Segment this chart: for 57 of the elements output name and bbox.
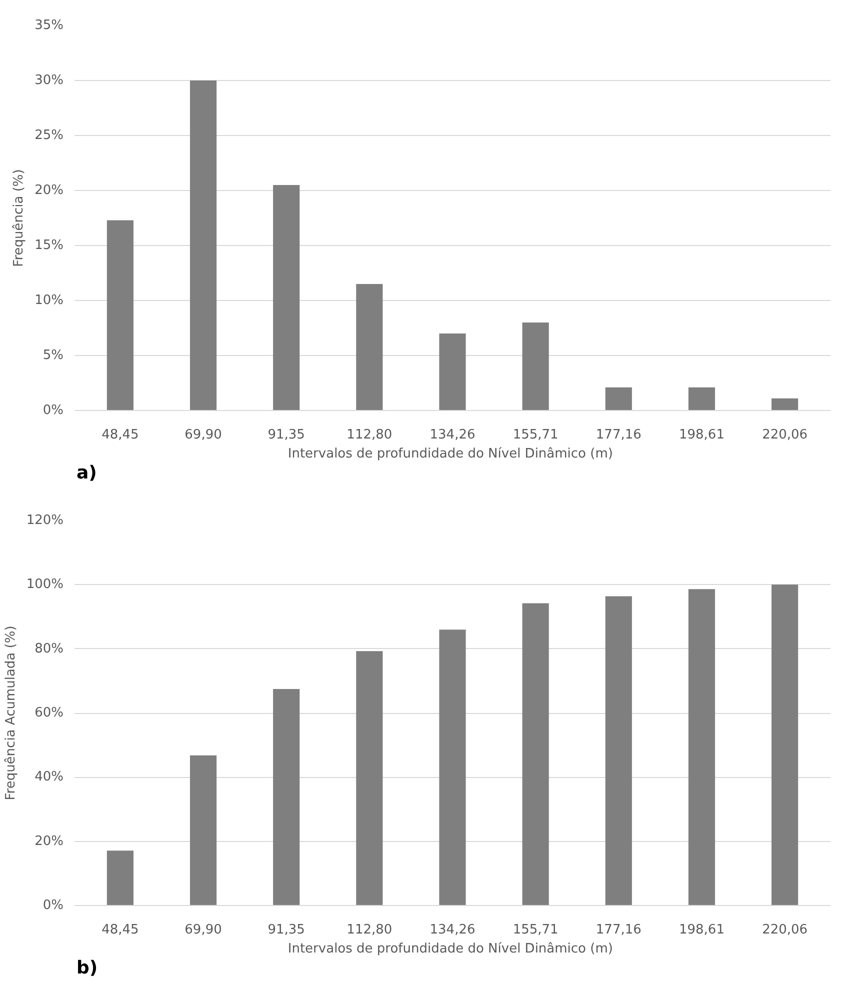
x-tick-label: 112,80 xyxy=(346,922,392,938)
text: a) xyxy=(76,462,97,484)
bar xyxy=(605,596,632,906)
bar xyxy=(439,334,466,410)
x-axis-title: Intervalos de profundidade do Nível Dinâmico (m) xyxy=(288,446,613,462)
bar xyxy=(106,220,134,410)
x-tick-label: 134,26 xyxy=(430,922,476,938)
y-tick-label: 100% xyxy=(26,577,64,592)
x-tick-label: 155,71 xyxy=(512,428,558,442)
text: b) xyxy=(76,958,98,978)
bar xyxy=(106,850,134,906)
x-tick-label: 69,90 xyxy=(184,922,222,938)
y-tick-label: 60% xyxy=(34,706,64,720)
x-tick-label: 69,90 xyxy=(184,428,222,442)
bar xyxy=(273,688,300,906)
x-tick-label: 134,26 xyxy=(430,428,476,442)
y-tick-label: 120% xyxy=(26,513,64,528)
y-tick-label: 30% xyxy=(34,73,64,88)
bar xyxy=(190,755,217,906)
bar xyxy=(688,387,716,410)
x-tick-label: 220,06 xyxy=(762,428,808,442)
x-tick-label: 220,06 xyxy=(762,922,808,938)
x-axis-title: Intervalos de profundidade do Nível Dinâmico (m) xyxy=(288,942,613,956)
x-tick-label: 91,35 xyxy=(268,428,305,442)
y-tick-label: 5% xyxy=(42,348,64,363)
y-tick-label: 40% xyxy=(34,770,64,785)
x-tick-label: 198,61 xyxy=(678,922,724,938)
x-tick-label: 177,16 xyxy=(596,922,642,938)
y-axis-title: Frequência (%) xyxy=(12,169,27,267)
bar xyxy=(356,284,383,410)
y-tick-label: 0% xyxy=(42,898,64,913)
y-tick-label: 25% xyxy=(34,128,64,143)
x-tick-label: 155,71 xyxy=(512,922,558,938)
y-tick-label: 80% xyxy=(34,641,64,656)
y-tick-label: 20% xyxy=(34,834,64,849)
y-tick-label: 15% xyxy=(34,238,64,253)
y-tick-label: 35% xyxy=(34,18,64,33)
bar xyxy=(605,387,632,410)
bar xyxy=(273,185,300,410)
x-tick-label: 91,35 xyxy=(268,922,305,938)
bar xyxy=(190,80,217,410)
bar xyxy=(522,322,549,410)
x-tick-label: 48,45 xyxy=(102,428,139,442)
bar xyxy=(772,398,798,410)
y-tick-label: 10% xyxy=(34,293,64,308)
bar xyxy=(439,630,466,906)
x-tick-label: 48,45 xyxy=(102,922,139,938)
x-tick-label: 177,16 xyxy=(596,428,642,442)
y-tick-label: 0% xyxy=(42,403,64,418)
bar xyxy=(688,589,716,906)
bar xyxy=(522,603,549,906)
bar xyxy=(356,651,383,906)
bar xyxy=(772,584,798,906)
y-tick-label: 20% xyxy=(34,183,64,198)
x-tick-label: 198,61 xyxy=(678,428,724,442)
x-tick-label: 112,80 xyxy=(346,428,392,442)
y-axis-title: Frequência Acumulada (%) xyxy=(3,626,18,800)
